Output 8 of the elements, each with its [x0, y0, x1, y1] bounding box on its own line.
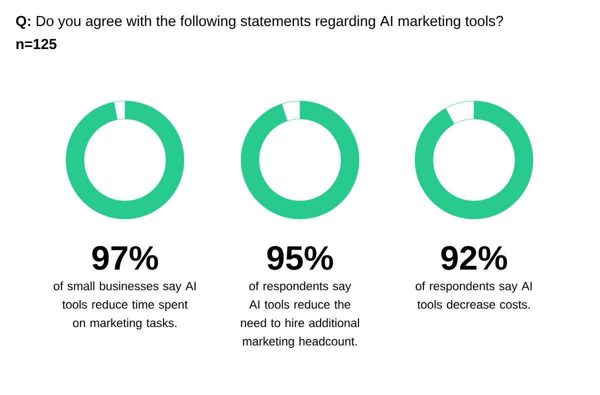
chart-subtitle: n=125 — [16, 38, 56, 50]
text: Q: Do you agree with the following statements regarding AI marketing tools? — [16, 16, 504, 29]
data-label: 95% — [267, 246, 334, 270]
text: of respondents say AI tools decrease costs. — [416, 282, 532, 309]
data-label: 92% — [441, 246, 508, 270]
data-label: 97% — [92, 246, 158, 270]
text: of small businesses say AI tools reduce time spent on marketing tasks. — [54, 282, 196, 330]
text: of respondents say AI tools reduce the need to hire additional marketing headcount. — [240, 282, 359, 348]
